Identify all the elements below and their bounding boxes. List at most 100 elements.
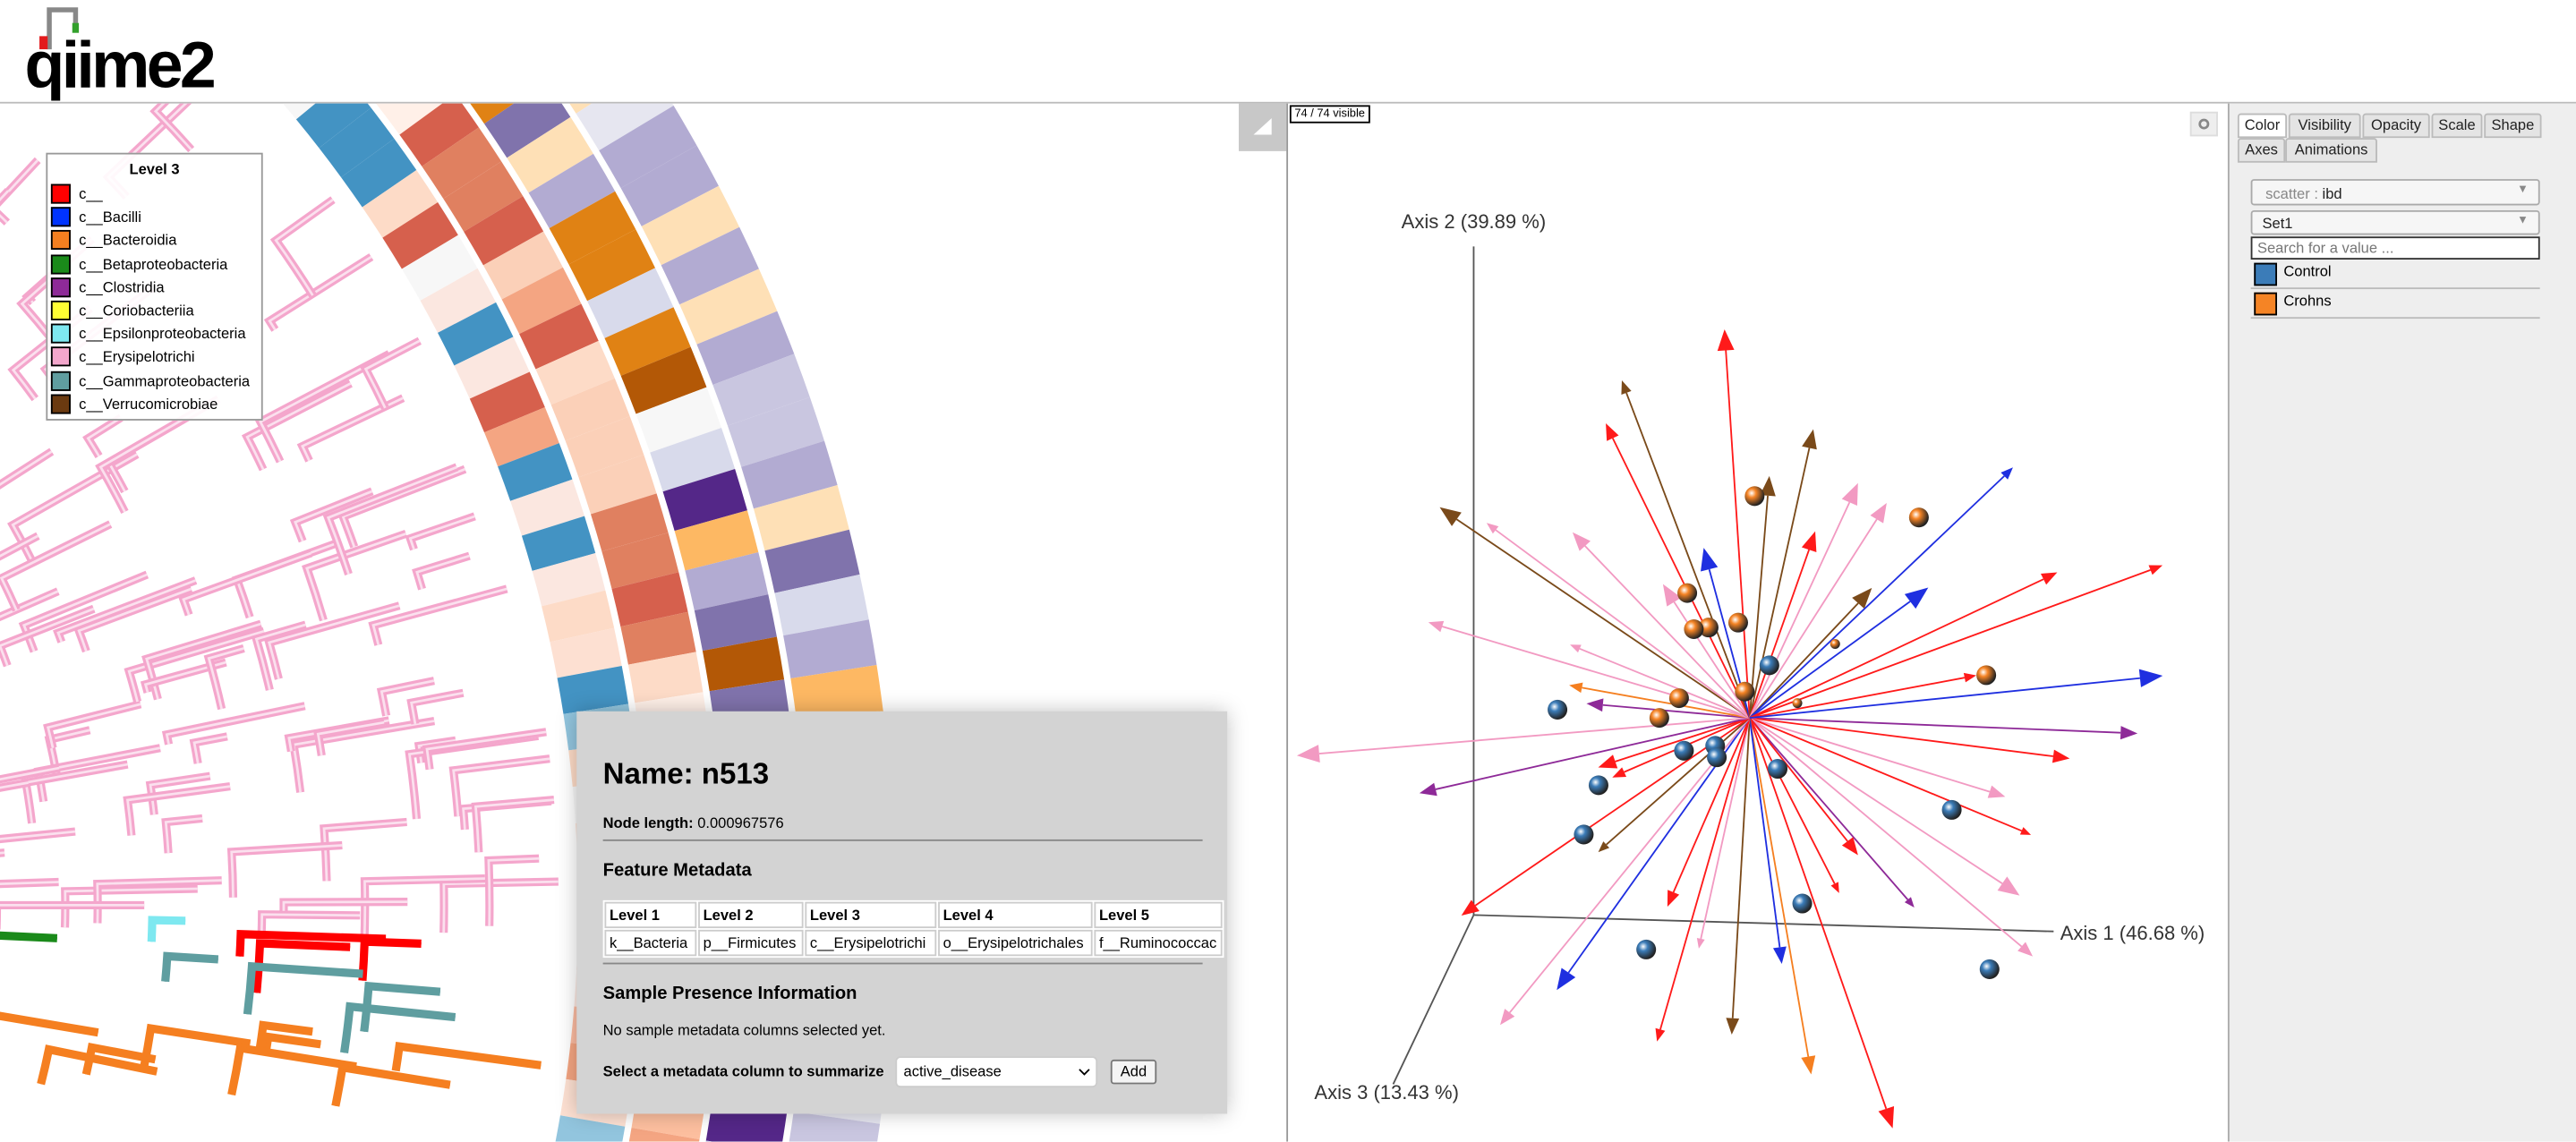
heatmap-cell	[420, 268, 497, 333]
tree-branch-inner	[462, 799, 551, 830]
color-swatch[interactable]	[2254, 292, 2278, 316]
settings-button[interactable]	[2189, 111, 2218, 137]
arrow-head	[1486, 523, 1499, 534]
tab[interactable]: Opacity	[2362, 113, 2430, 139]
tree-branch-inner	[473, 798, 555, 853]
arrow-head	[1461, 899, 1480, 916]
tab[interactable]: Axes	[2237, 138, 2286, 163]
metadata-select[interactable]: active_disease	[895, 1056, 1098, 1088]
tree-branch	[484, 854, 540, 926]
tree-branch-inner	[84, 1045, 156, 1075]
color-swatch[interactable]	[2254, 262, 2278, 286]
heatmap-cell	[741, 440, 838, 509]
heatmap-cell	[438, 302, 514, 366]
heatmap-cell	[549, 191, 636, 265]
tree-branch-inner	[452, 757, 550, 817]
scatter-select[interactable]: scatter : ibd ▼	[2250, 179, 2540, 206]
tree-branch-inner	[255, 942, 351, 993]
tree-branch-inner	[415, 554, 470, 590]
heatmap-cell	[550, 378, 630, 441]
tree-branch-inner	[11, 307, 91, 400]
biplot-arrow	[1748, 447, 1811, 719]
arrow-head	[1878, 1105, 1895, 1129]
sample-point	[1976, 665, 1997, 686]
tab[interactable]: Color	[2237, 113, 2288, 139]
heatmap-cell	[620, 145, 719, 226]
sample-point	[1548, 699, 1568, 720]
heatmap-cell	[783, 619, 877, 679]
sample-point	[1674, 740, 1694, 761]
table-header: Level 5	[1094, 901, 1223, 929]
legend-swatch	[50, 323, 71, 344]
arrow-head	[2138, 669, 2163, 687]
colormap-select[interactable]: Set1 ▼	[2250, 209, 2540, 235]
category-row: Crohns	[2250, 289, 2540, 320]
heatmap-cell	[604, 307, 691, 376]
tree-branch-inner	[341, 467, 466, 548]
tree-branch	[231, 538, 342, 619]
tree-branch-inner	[245, 382, 352, 471]
tree-branch-inner	[142, 1027, 251, 1069]
sample-point	[1707, 747, 1727, 768]
section-title: Feature Metadata	[602, 860, 752, 881]
biplot-arrow	[1441, 626, 1751, 719]
tree-branch-inner	[410, 691, 464, 725]
arrow-head	[1841, 837, 1858, 856]
arrow-head	[1428, 620, 1445, 633]
table-header-row: Level 1 Level 2 Level 3 Level 4 Level 5	[604, 901, 1223, 929]
category-label: Crohns	[2283, 292, 2332, 310]
biplot-arrow	[1749, 717, 1848, 842]
tree-branch-inner	[164, 954, 218, 982]
biplot-arrow	[1748, 717, 1781, 948]
tab[interactable]: Scale	[2431, 113, 2483, 139]
heatmap-cell	[569, 103, 593, 114]
tree-branch	[257, 910, 361, 933]
select-label: scatter :	[2265, 185, 2318, 202]
tree-branch-inner	[0, 607, 95, 667]
tree-branch-inner	[343, 1005, 456, 1053]
heatmap-cell	[376, 103, 443, 135]
heatmap-cell	[599, 106, 697, 189]
arrow-head	[2000, 467, 2013, 480]
tree-branch-inner	[246, 965, 363, 1015]
tab[interactable]: Animations	[2285, 138, 2377, 163]
biplot-arrow	[1749, 578, 2044, 719]
sample-point	[1668, 688, 1689, 709]
biplot-arrow	[1749, 601, 1911, 719]
biplot-arrow	[1606, 717, 1751, 846]
arrow-head	[1439, 507, 1462, 526]
tree-branch-inner	[238, 933, 387, 957]
gear-icon	[2198, 118, 2210, 130]
sample-point	[1636, 939, 1657, 959]
tab[interactable]: Shape	[2484, 113, 2542, 139]
add-button[interactable]: Add	[1110, 1059, 1157, 1085]
arrow-head	[1717, 328, 1735, 352]
tree-branch	[296, 394, 405, 463]
tree-branch-inner	[182, 551, 311, 616]
heatmap-cell	[674, 510, 759, 571]
tree-branch-inner	[86, 416, 122, 457]
heatmap-cell	[362, 170, 439, 238]
tab[interactable]: Visibility	[2288, 113, 2361, 139]
biplot-arrow	[1582, 686, 1750, 720]
axis-line	[1392, 914, 1475, 1085]
tree-branch-inner	[164, 817, 203, 854]
tree-branch-inner	[408, 515, 475, 550]
tree-branch	[0, 900, 145, 930]
sample-point	[1767, 759, 1788, 780]
sample-point	[1979, 959, 2000, 979]
biplot-arrow	[1700, 717, 1751, 940]
biplot-arrow	[1749, 717, 2023, 832]
collapse-button[interactable]	[1238, 103, 1287, 151]
heatmap-cell	[611, 572, 688, 627]
sample-point	[1908, 507, 1929, 528]
biplot-arrow	[1749, 717, 2023, 948]
arrow-head	[2051, 749, 2070, 763]
heatmap-cell	[382, 202, 458, 269]
search-input[interactable]: Search for a value ...	[2250, 236, 2540, 260]
tree-branch-inner	[96, 879, 222, 924]
arrow-head	[1701, 548, 1719, 572]
sample-point	[1792, 698, 1803, 709]
tree-branch	[358, 937, 422, 981]
sample-point	[1677, 583, 1698, 603]
